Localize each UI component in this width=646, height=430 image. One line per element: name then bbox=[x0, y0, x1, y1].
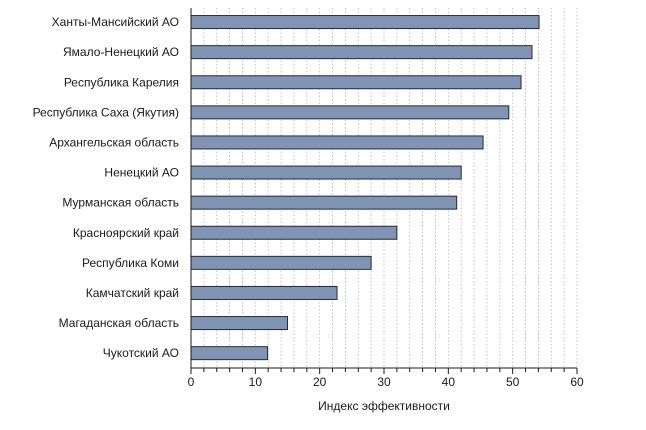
bar bbox=[190, 346, 269, 361]
bars bbox=[190, 15, 540, 361]
category-label: Красноярский край bbox=[73, 226, 179, 240]
bar bbox=[190, 135, 484, 150]
x-tick-label: 40 bbox=[442, 375, 456, 389]
x-tick-label: 0 bbox=[188, 375, 195, 389]
bar bbox=[190, 75, 522, 90]
category-label: Архангельская область bbox=[49, 135, 179, 149]
x-tick-label: 20 bbox=[313, 375, 327, 389]
x-tick-label: 60 bbox=[570, 375, 584, 389]
bar bbox=[190, 105, 510, 120]
category-label: Чукотский АО bbox=[103, 346, 179, 360]
bar bbox=[190, 255, 372, 270]
bar bbox=[190, 285, 338, 300]
bar bbox=[190, 15, 540, 30]
x-axis: 0 10 20 30 40 50 60 bbox=[188, 8, 584, 389]
category-label: Республика Коми bbox=[82, 256, 179, 270]
category-label: Ненецкий АО bbox=[104, 166, 179, 180]
grid-lines bbox=[203, 8, 578, 368]
x-axis-label: Индекс эффективности bbox=[318, 399, 450, 413]
bar bbox=[190, 165, 462, 180]
x-tick-label: 50 bbox=[506, 375, 520, 389]
category-label: Ямало-Ненецкий АО bbox=[63, 45, 179, 59]
x-tick-label: 30 bbox=[377, 375, 391, 389]
bar bbox=[190, 316, 288, 331]
bar bbox=[190, 195, 458, 210]
category-labels: Ханты-Мансийский АО Ямало-Ненецкий АО Респ… bbox=[33, 15, 179, 360]
category-label: Камчатский край bbox=[86, 286, 179, 300]
category-label: Республика Саха (Якутия) bbox=[33, 105, 179, 119]
bar bbox=[190, 225, 398, 240]
x-tick-label: 10 bbox=[249, 375, 263, 389]
category-label: Магаданская область bbox=[59, 316, 179, 330]
bar bbox=[190, 45, 533, 60]
category-label: Мурманская область bbox=[62, 196, 179, 210]
category-label: Ханты-Мансийский АО bbox=[52, 15, 179, 29]
category-label: Республика Карелия bbox=[64, 75, 179, 89]
